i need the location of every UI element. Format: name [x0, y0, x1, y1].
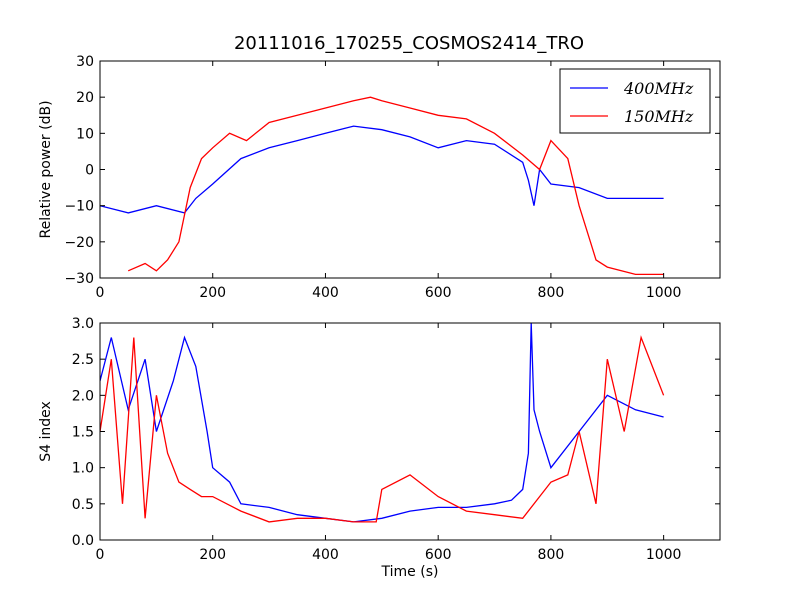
- legend-label-150mhz: 150MHz: [624, 107, 694, 126]
- y-tick-label: 0.5: [72, 497, 94, 513]
- x-tick-label: 200: [199, 285, 226, 301]
- y-tick-label: −20: [64, 235, 94, 251]
- x-tick-label: 400: [312, 285, 339, 301]
- y-tick-label: 0: [85, 163, 94, 179]
- legend: 400MHz 150MHz: [559, 68, 711, 134]
- x-tick-label: 800: [538, 547, 565, 563]
- series-line-150mhz: [100, 335, 665, 523]
- chart-title: 20111016_170255_COSMOS2414_TRO: [234, 33, 584, 54]
- x-tick-label: 600: [425, 285, 452, 301]
- x-tick-label: 1000: [646, 547, 682, 563]
- y-tick-label: 0.0: [72, 533, 94, 549]
- panel-power: 0 200 400 600 800 1000 −30 −20 −10 0 10 20 30 Relativ…: [38, 54, 721, 301]
- y-tick-label: 1.0: [72, 461, 94, 477]
- series-line-150mhz: [127, 96, 664, 276]
- axes-frame: [99, 322, 721, 541]
- y-tick-label: 1.5: [72, 425, 94, 441]
- y-tick-label: −30: [64, 271, 94, 287]
- legend-label-400mhz: 400MHz: [623, 79, 694, 98]
- y-axis-label: Relative power (dB): [38, 100, 54, 238]
- x-tick-label: 0: [96, 285, 105, 301]
- x-tick-label: 200: [199, 547, 226, 563]
- y-tick-label: 2.0: [72, 388, 94, 404]
- x-tick-label: 400: [312, 547, 339, 563]
- x-tick-label: 0: [96, 547, 105, 563]
- y-tick-label: 20: [76, 90, 94, 106]
- series-line-400mhz: [100, 125, 664, 214]
- series-line-400mhz: [100, 323, 664, 523]
- y-tick-label: 10: [76, 126, 94, 142]
- y-tick-label: 2.5: [72, 352, 94, 368]
- x-tick-label: 600: [425, 547, 452, 563]
- x-axis-label: Time (s): [381, 564, 439, 580]
- y-tick-label: 30: [76, 54, 94, 70]
- y-tick-label: 3.0: [72, 316, 94, 332]
- y-tick-label: −10: [64, 199, 94, 215]
- legend-box: [559, 68, 711, 134]
- x-tick-label: 800: [538, 285, 565, 301]
- panel-s4: 0 200 400 600 800 1000 0.0 0.5 1.0 1.5 2.0 2.5 3.0 S4…: [38, 316, 721, 580]
- x-tick-label: 1000: [646, 285, 682, 301]
- y-axis-label: S4 index: [38, 401, 54, 462]
